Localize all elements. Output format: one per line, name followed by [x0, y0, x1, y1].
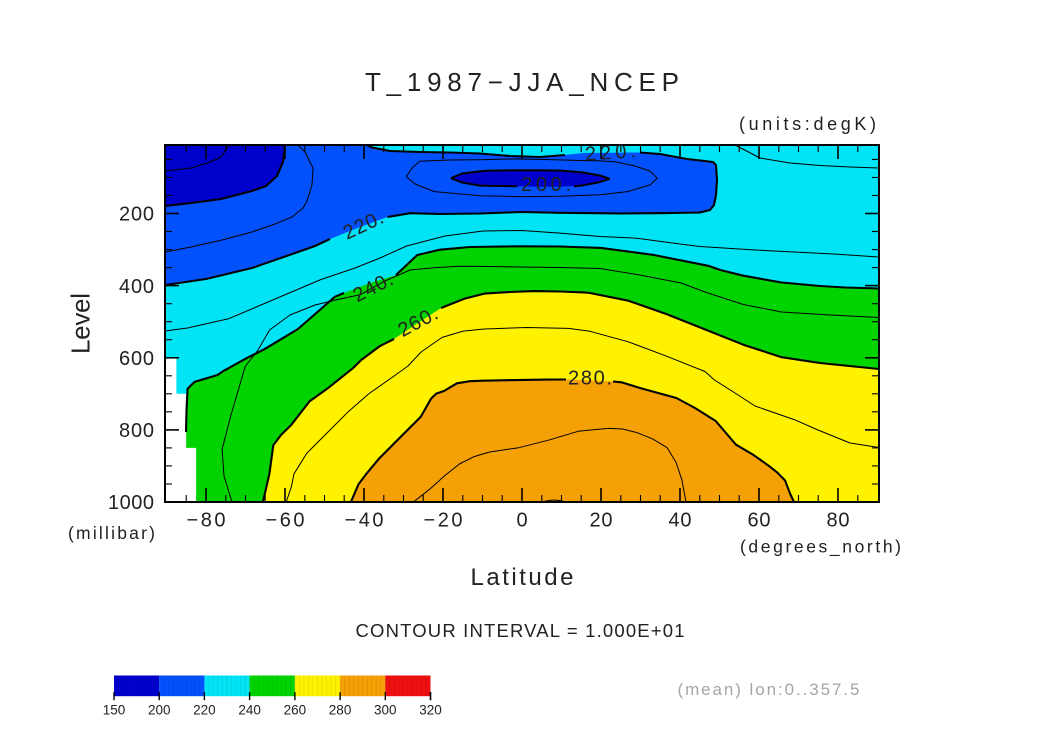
- svg-text:260: 260: [284, 703, 307, 718]
- svg-text:150: 150: [103, 703, 126, 718]
- svg-text:800: 800: [119, 420, 154, 442]
- svg-text:240: 240: [238, 703, 261, 718]
- svg-text:40: 40: [669, 510, 692, 532]
- svg-text:−20: −20: [424, 510, 463, 532]
- svg-text:400: 400: [119, 276, 154, 298]
- svg-text:(millibar): (millibar): [68, 523, 155, 543]
- svg-text:Latitude: Latitude: [471, 564, 574, 591]
- svg-text:−60: −60: [266, 510, 305, 532]
- svg-text:0: 0: [516, 510, 527, 532]
- svg-text:220: 220: [193, 703, 216, 718]
- svg-text:200: 200: [148, 703, 171, 718]
- svg-text:320: 320: [419, 703, 442, 718]
- svg-text:300: 300: [374, 703, 397, 718]
- svg-text:20: 20: [590, 510, 613, 532]
- svg-text:200: 200: [119, 204, 154, 226]
- svg-text:−40: −40: [345, 510, 384, 532]
- svg-text:(mean) lon:0..357.5: (mean) lon:0..357.5: [678, 680, 860, 699]
- svg-text:280.: 280.: [568, 368, 612, 390]
- svg-text:600: 600: [119, 348, 154, 370]
- svg-text:1000: 1000: [108, 492, 154, 514]
- svg-text:−80: −80: [187, 510, 226, 532]
- svg-text:280: 280: [329, 703, 352, 718]
- svg-text:(degrees_north): (degrees_north): [740, 537, 901, 558]
- svg-text:80: 80: [827, 510, 850, 532]
- svg-text:Level: Level: [66, 293, 96, 354]
- svg-text:60: 60: [748, 510, 771, 532]
- svg-text:CONTOUR INTERVAL = 1.000E+01: CONTOUR INTERVAL = 1.000E+01: [356, 620, 685, 641]
